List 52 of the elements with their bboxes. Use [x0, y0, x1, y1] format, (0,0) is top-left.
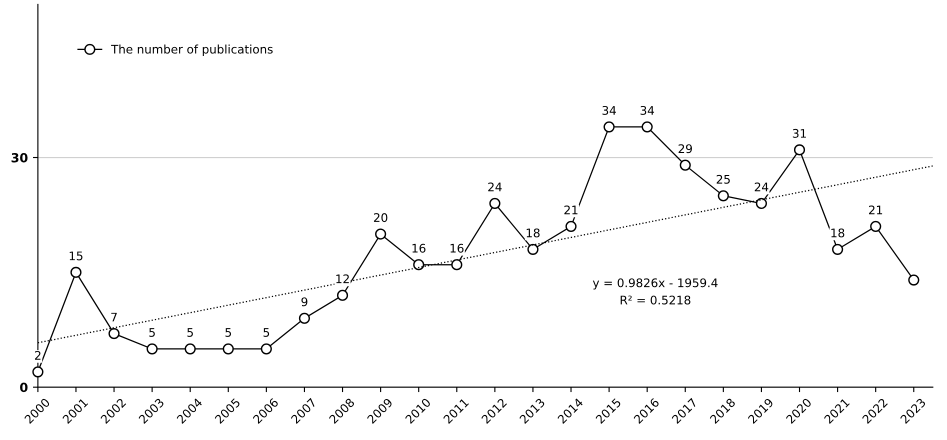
point: [604, 121, 615, 132]
point: [146, 343, 158, 354]
point: [184, 343, 196, 354]
point: [718, 190, 729, 202]
point: [451, 259, 462, 270]
point: [756, 198, 767, 210]
data-label: 15: [70, 252, 82, 260]
data-label: 12: [336, 274, 349, 284]
annotation: y = 0.9826x - 1959.4: [592, 278, 718, 290]
data-label: 20: [374, 213, 388, 222]
data-label: 18: [831, 228, 844, 238]
data-label: 7: [111, 312, 117, 322]
data-label: 29: [678, 144, 692, 154]
point: [794, 144, 806, 156]
annotation: R² = 0.5218: [620, 296, 690, 304]
data-label: 24: [754, 182, 768, 192]
point: [565, 220, 577, 232]
point: [527, 244, 538, 255]
data-label: 24: [488, 182, 502, 192]
data-label: 5: [225, 328, 232, 337]
point: [222, 343, 234, 354]
y-tick-label: 30: [12, 152, 28, 162]
legend-label: The number of publications: [111, 44, 273, 56]
data-label: 21: [869, 205, 882, 214]
data-label: 16: [450, 244, 464, 253]
data-label: 34: [640, 106, 654, 115]
point: [642, 121, 653, 132]
data-label: 5: [264, 328, 270, 337]
point: [32, 366, 44, 378]
y-tick-label: 0: [20, 382, 28, 392]
data-label: 31: [792, 128, 806, 138]
point: [70, 266, 82, 278]
data-label: 9: [301, 297, 308, 306]
point: [413, 259, 424, 270]
data-label: 34: [602, 106, 616, 115]
data-label: 16: [412, 244, 426, 253]
point: [298, 312, 310, 324]
point: [908, 274, 920, 286]
point: [108, 328, 120, 340]
point: [375, 228, 386, 240]
data-label: 18: [526, 228, 540, 238]
point: [680, 160, 691, 171]
data-label: 5: [187, 328, 193, 337]
point: [832, 244, 844, 255]
point: [260, 343, 272, 354]
point: [336, 290, 348, 301]
point: [870, 220, 882, 232]
data-label: 2: [34, 350, 40, 360]
data-label: 25: [716, 174, 730, 184]
point: [489, 198, 500, 210]
data-label: 21: [564, 205, 578, 214]
data-label: 5: [149, 328, 155, 337]
